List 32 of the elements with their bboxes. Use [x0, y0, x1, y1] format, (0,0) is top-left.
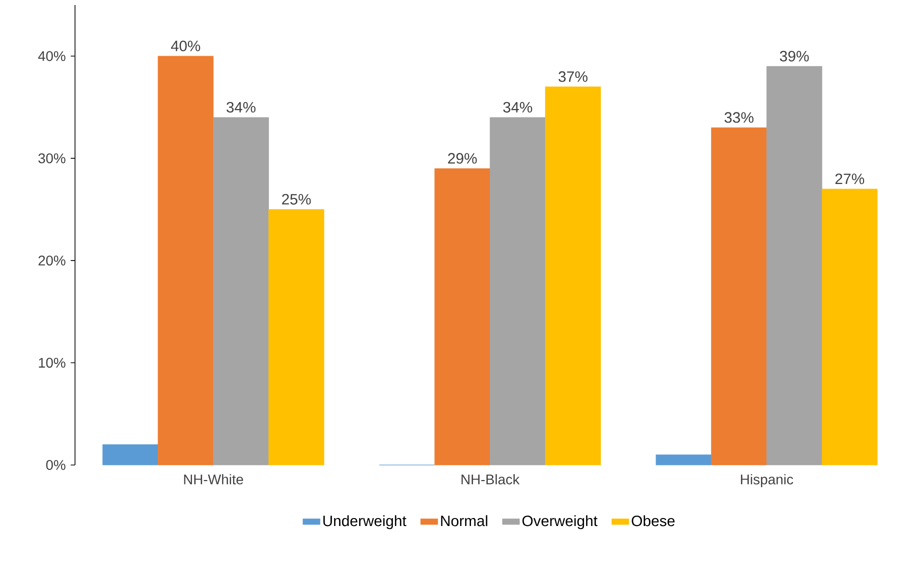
data-label: 40% [171, 40, 200, 52]
y-tick-label: 0% [46, 460, 66, 470]
bar [434, 168, 490, 466]
y-tick-label: 40% [38, 51, 66, 62]
data-label: 39% [780, 50, 809, 62]
data-label: 25% [282, 194, 311, 205]
bar [656, 454, 712, 466]
bar [711, 127, 767, 466]
bar [545, 86, 601, 466]
bar [268, 209, 324, 466]
y-tick-label: 10% [38, 358, 66, 368]
data-label: 34% [226, 102, 256, 113]
data-label: 34% [503, 102, 532, 113]
y-tick-label: 20% [38, 256, 66, 266]
data-label: 27% [835, 174, 864, 184]
data-label: 33% [724, 112, 754, 123]
y-tick-label: 30% [38, 153, 66, 164]
x-tick-label: NH-Black [462, 474, 520, 484]
bar [102, 444, 158, 466]
legend-label: Normal [441, 515, 488, 526]
bar [158, 56, 214, 466]
x-tick-label: NH-White [184, 474, 244, 484]
legend-label: Overweight [522, 515, 598, 530]
data-label: 37% [558, 71, 588, 82]
bar [766, 66, 822, 466]
x-tick-label: Hispanic [740, 474, 794, 488]
legend-label: Obese [632, 515, 675, 526]
bar [213, 117, 269, 466]
bar [490, 117, 546, 466]
legend-label: Underweight [323, 515, 406, 530]
bar [822, 188, 878, 466]
data-label: 29% [448, 153, 477, 164]
